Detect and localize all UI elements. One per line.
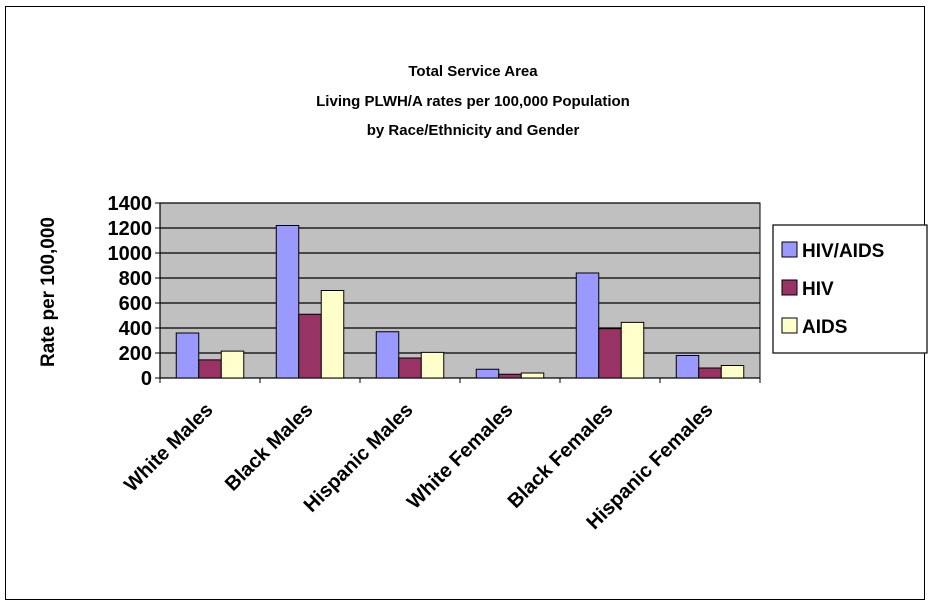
- bar-hiv-aids: [675, 355, 700, 379]
- y-tick-label: 0: [141, 368, 152, 390]
- y-tick-label: 1400: [108, 193, 153, 215]
- bar-aids: [620, 321, 645, 379]
- chart-title-line-2: Living PLWH/A rates per 100,000 Populati…: [316, 93, 630, 110]
- chart-title-line-1: Total Service Area: [408, 63, 538, 80]
- bar-hiv: [698, 367, 722, 379]
- bar-aids: [220, 350, 245, 379]
- y-tick-label: 200: [119, 343, 152, 365]
- bar-hiv: [598, 328, 622, 379]
- legend: HIV/AIDS HIV AIDS: [772, 224, 928, 354]
- x-category-label: White Females: [403, 399, 518, 514]
- y-tick-label: 1000: [108, 243, 153, 265]
- y-tick-label: 600: [119, 293, 152, 315]
- bar-hiv: [298, 313, 322, 379]
- y-tick-label: 800: [119, 268, 152, 290]
- legend-swatch: [781, 317, 798, 334]
- y-tick-label: 1200: [108, 218, 153, 240]
- bar-hiv-aids: [375, 331, 400, 379]
- legend-box: [772, 224, 928, 354]
- bar-aids: [520, 372, 545, 379]
- bar-aids: [320, 290, 345, 379]
- x-category-label: Black Females: [504, 399, 618, 513]
- bar-aids: [420, 351, 445, 379]
- plot-background: [159, 202, 761, 379]
- chart-title: Total Service Area Living PLWH/A rates p…: [316, 63, 630, 139]
- chart-title-line-3: by Race/Ethnicity and Gender: [367, 122, 580, 139]
- legend-swatch: [781, 241, 798, 258]
- bar-aids: [720, 365, 745, 379]
- x-category-label: Black Males: [221, 399, 318, 496]
- legend-label: HIV/AIDS: [802, 241, 884, 262]
- bar-hiv: [198, 359, 222, 379]
- bar-hiv-aids: [175, 332, 200, 379]
- legend-label: AIDS: [802, 317, 847, 338]
- y-axis-label: Rate per 100,000: [38, 217, 59, 367]
- x-category-label: White Males: [120, 399, 217, 496]
- y-tick-label: 400: [119, 318, 152, 340]
- bar-hiv-aids: [575, 272, 600, 379]
- bar-hiv: [398, 357, 422, 379]
- bar-hiv-aids: [475, 368, 500, 379]
- legend-swatch: [781, 279, 798, 296]
- x-category-label: Hispanic Males: [300, 399, 418, 517]
- bar-hiv-aids: [275, 225, 300, 379]
- bar-hiv: [498, 373, 522, 379]
- legend-label: HIV: [802, 279, 834, 300]
